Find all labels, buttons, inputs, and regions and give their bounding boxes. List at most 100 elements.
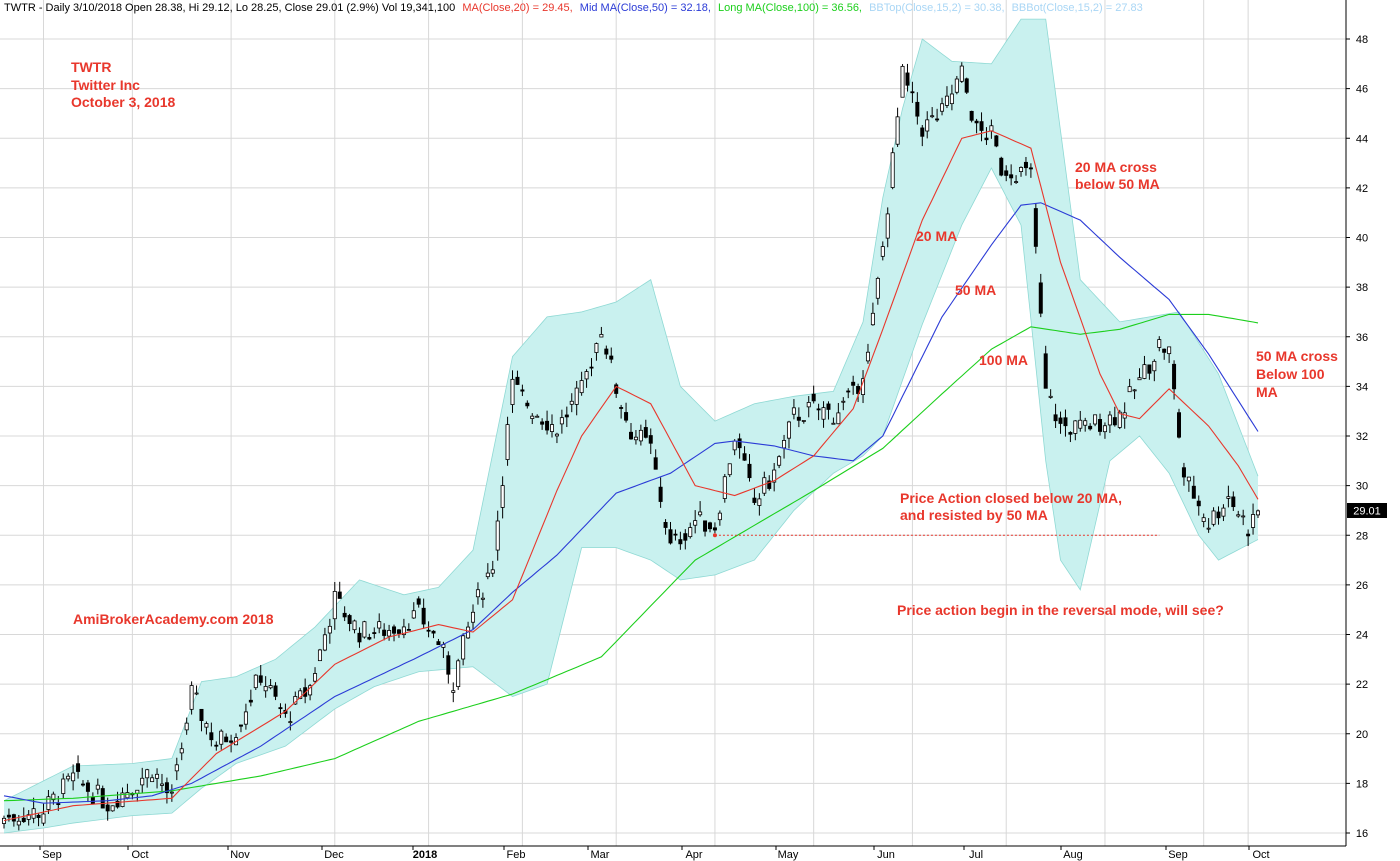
candle-body xyxy=(594,343,599,353)
candle xyxy=(1043,345,1048,389)
candle-body xyxy=(638,429,643,442)
candle xyxy=(224,733,229,743)
candle-body xyxy=(431,630,436,634)
candle-body xyxy=(515,376,520,385)
candle xyxy=(831,417,836,425)
candle-body xyxy=(174,764,179,772)
candle xyxy=(727,463,732,478)
candle xyxy=(1098,413,1103,436)
candle-body xyxy=(530,415,535,419)
candle xyxy=(668,521,673,545)
candle xyxy=(579,371,584,396)
candle xyxy=(1132,389,1137,400)
candle xyxy=(105,797,110,821)
candle-body xyxy=(95,784,100,790)
candle-body xyxy=(298,690,303,699)
candle xyxy=(624,402,629,423)
candle xyxy=(806,396,811,418)
candle-body xyxy=(1191,485,1196,499)
candle-body xyxy=(1093,414,1098,425)
candle xyxy=(1152,359,1157,382)
candle-body xyxy=(940,103,945,112)
candle xyxy=(169,784,174,802)
candle-body xyxy=(851,381,856,386)
candle-body xyxy=(1127,386,1132,393)
candle xyxy=(100,785,105,809)
candle-body xyxy=(831,422,836,425)
candle-body xyxy=(569,400,574,405)
candle-body xyxy=(125,792,130,799)
candle-body xyxy=(846,390,851,393)
candle-body xyxy=(722,476,727,499)
y-tick-label: 40 xyxy=(1356,233,1368,245)
candle-body xyxy=(1132,389,1137,392)
candle xyxy=(510,370,515,413)
candle xyxy=(550,414,555,438)
candle-body xyxy=(110,805,115,812)
candle-body xyxy=(1137,377,1142,381)
candle xyxy=(604,345,609,359)
candle-body xyxy=(683,533,688,541)
annotation-company: Twitter Inc xyxy=(71,77,140,93)
candle-body xyxy=(1058,417,1063,424)
candle xyxy=(1211,507,1216,527)
candle xyxy=(1186,476,1191,492)
candle-body xyxy=(949,93,954,105)
candle xyxy=(110,805,115,812)
candle-body xyxy=(811,393,816,402)
candle xyxy=(707,521,712,533)
candle-body xyxy=(1038,282,1043,314)
candle-body xyxy=(159,783,164,786)
candle-body xyxy=(268,685,273,689)
candle-body xyxy=(387,630,392,637)
candle xyxy=(1201,513,1206,528)
candle xyxy=(1231,491,1236,511)
candle xyxy=(1162,348,1167,360)
candle xyxy=(540,418,545,430)
candle-body xyxy=(406,628,411,631)
candle-body xyxy=(1083,420,1088,426)
candle xyxy=(846,388,851,399)
candle xyxy=(712,522,717,534)
candle xyxy=(984,127,989,145)
candle-body xyxy=(1033,208,1038,247)
candle xyxy=(471,604,476,630)
candle-body xyxy=(382,629,387,636)
x-tick-label: Mar xyxy=(591,849,610,861)
candle-body xyxy=(140,777,145,786)
candle xyxy=(372,627,377,639)
candle-body xyxy=(238,724,243,727)
candle-body xyxy=(786,421,791,439)
candle xyxy=(1226,485,1231,508)
candle-body xyxy=(1167,346,1172,355)
candle xyxy=(80,780,85,787)
candle-body xyxy=(1251,514,1256,528)
candle xyxy=(673,529,678,541)
candle-body xyxy=(71,772,76,782)
candle-body xyxy=(500,485,505,508)
candle xyxy=(757,493,762,516)
candle xyxy=(342,606,347,622)
candle xyxy=(895,107,900,147)
candle-body xyxy=(1078,419,1083,429)
x-tick-label: May xyxy=(778,849,799,861)
candle-body xyxy=(56,803,61,805)
header-ma20: MA(Close,20) = 29.45, xyxy=(462,2,572,14)
annotation-cross2-line2: Below 100 xyxy=(1256,366,1325,382)
candle xyxy=(915,92,920,125)
candle-body xyxy=(317,649,322,662)
y-tick-label: 18 xyxy=(1356,778,1368,790)
candle-body xyxy=(836,412,841,425)
y-tick-label: 26 xyxy=(1356,580,1368,592)
candle-body xyxy=(1226,496,1231,499)
candle xyxy=(219,729,224,750)
candle xyxy=(564,406,569,428)
candle xyxy=(811,385,816,404)
candle xyxy=(964,77,969,95)
candle xyxy=(959,62,964,83)
candle-body xyxy=(535,415,540,418)
candle xyxy=(1068,431,1073,443)
x-tick-label: Jul xyxy=(969,849,983,861)
candle-body xyxy=(550,424,555,432)
candle xyxy=(184,717,189,735)
